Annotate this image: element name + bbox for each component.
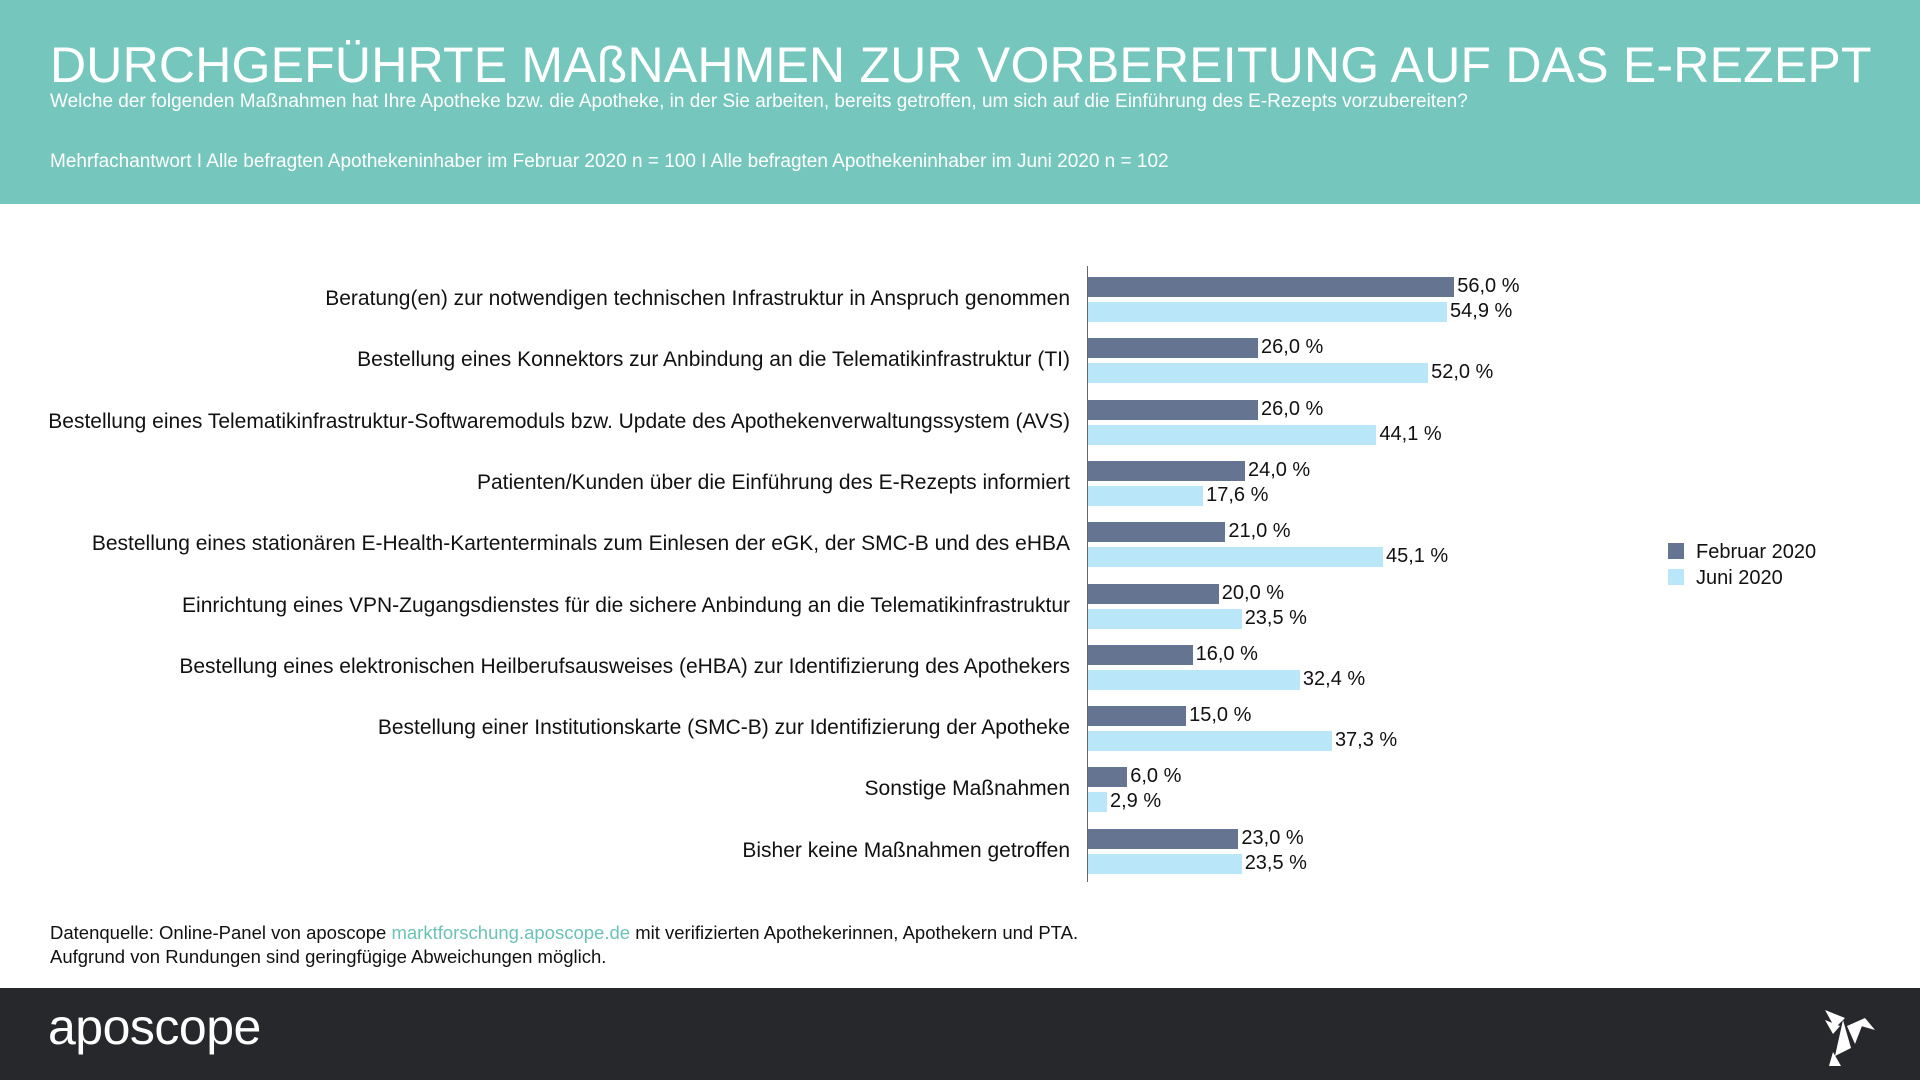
source-suffix: mit verifizierten Apothekerinnen, Apothe… (630, 922, 1079, 943)
bar-juni-2020 (1088, 485, 1204, 506)
page-title: DURCHGEFÜHRTE MAßNAHMEN ZUR VORBEREITUNG… (50, 37, 1872, 93)
bar-februar-2020 (1088, 522, 1226, 543)
data-label: 21,0 % (1228, 520, 1291, 543)
legend-item-jun: Juni 2020 (1668, 567, 1783, 590)
legend-label: Februar 2020 (1696, 541, 1817, 563)
data-label: 26,0 % (1261, 336, 1324, 359)
source-link[interactable]: marktforschung.aposcope.de (391, 922, 631, 943)
data-label: 56,0 % (1457, 275, 1520, 297)
data-label: 6,0 % (1130, 765, 1182, 788)
data-label: 23,5 % (1244, 851, 1307, 874)
header: DURCHGEFÜHRTE MAßNAHMEN ZUR VORBEREITUNG… (0, 0, 1920, 204)
bar-juni-2020 (1088, 547, 1383, 568)
legend-swatch-jun (1668, 569, 1684, 585)
bar-februar-2020 (1088, 583, 1219, 604)
bar-juni-2020 (1088, 363, 1429, 384)
data-label: 54,9 % (1450, 300, 1513, 322)
legend-item-feb: Februar 2020 (1668, 541, 1816, 564)
data-label: 23,0 % (1241, 826, 1304, 849)
data-label: 17,6 % (1206, 483, 1269, 506)
bar-februar-2020 (1088, 399, 1259, 420)
bar-juni-2020 (1088, 608, 1242, 629)
data-label: 37,3 % (1334, 729, 1398, 752)
bar-februar-2020 (1088, 767, 1128, 788)
category-label: Patienten/Kunden über die Einführung des… (476, 470, 1070, 494)
bar-februar-2020 (1088, 338, 1259, 359)
category-label: Bestellung eines elektronischen Heilberu… (179, 654, 1070, 678)
source-prefix: Datenquelle: Online-Panel von aposcope (50, 922, 392, 943)
bar-februar-2020 (1088, 828, 1239, 849)
data-source: Datenquelle: Online-Panel von aposcope m… (50, 921, 1078, 969)
data-label: 52,0 % (1431, 361, 1494, 384)
category-label: Bestellung eines Konnektors zur Anbindun… (357, 348, 1070, 372)
category-label: Bestellung einer Institutionskarte (SMC-… (377, 716, 1070, 740)
data-label: 44,1 % (1379, 422, 1442, 445)
origami-bird-icon (1825, 1010, 1875, 1066)
data-label: 32,4 % (1302, 667, 1366, 690)
bar-juni-2020 (1088, 424, 1377, 445)
data-label: 23,5 % (1244, 606, 1307, 629)
category-label: Bestellung eines stationären E-Health-Ka… (91, 532, 1070, 556)
legend-swatch-feb (1668, 543, 1684, 559)
bar-juni-2020 (1088, 731, 1332, 752)
legend-label: Juni 2020 (1696, 567, 1783, 589)
bar-juni-2020 (1088, 669, 1300, 690)
data-label: 24,0 % (1247, 458, 1311, 481)
category-label: Sonstige Maßnahmen (864, 777, 1070, 801)
data-label: 15,0 % (1189, 704, 1252, 727)
category-label: Einrichtung eines VPN-Zugangsdienstes fü… (182, 593, 1070, 617)
data-label: 2,9 % (1109, 790, 1162, 813)
bar-februar-2020 (1088, 706, 1187, 727)
aposcope-logo: aposcope (48, 999, 261, 1055)
bar-juni-2020 (1088, 792, 1107, 813)
category-label: Bestellung eines Telematikinfrastruktur-… (48, 409, 1070, 433)
footer: aposcope (0, 988, 1920, 1080)
bar-juni-2020 (1088, 302, 1448, 322)
data-label: 45,1 % (1385, 545, 1449, 568)
category-label: Beratung(en) zur notwendigen technischen… (325, 287, 1070, 310)
bar-februar-2020 (1088, 460, 1245, 481)
rounding-note: Aufgrund von Rundungen sind geringfügige… (50, 946, 607, 967)
bar-februar-2020 (1088, 644, 1193, 665)
y-axis-line (1087, 266, 1088, 882)
bar-juni-2020 (1088, 853, 1242, 874)
data-label: 16,0 % (1195, 642, 1258, 665)
question-text: Welche der folgenden Maßnahmen hat Ihre … (50, 91, 1468, 112)
category-label: Bisher keine Maßnahmen getroffen (742, 838, 1070, 862)
sample-note: Mehrfachantwort I Alle befragten Apothek… (50, 151, 1169, 172)
data-label: 20,0 % (1221, 581, 1285, 604)
bar-februar-2020 (1088, 277, 1455, 297)
data-label: 26,0 % (1261, 397, 1324, 420)
